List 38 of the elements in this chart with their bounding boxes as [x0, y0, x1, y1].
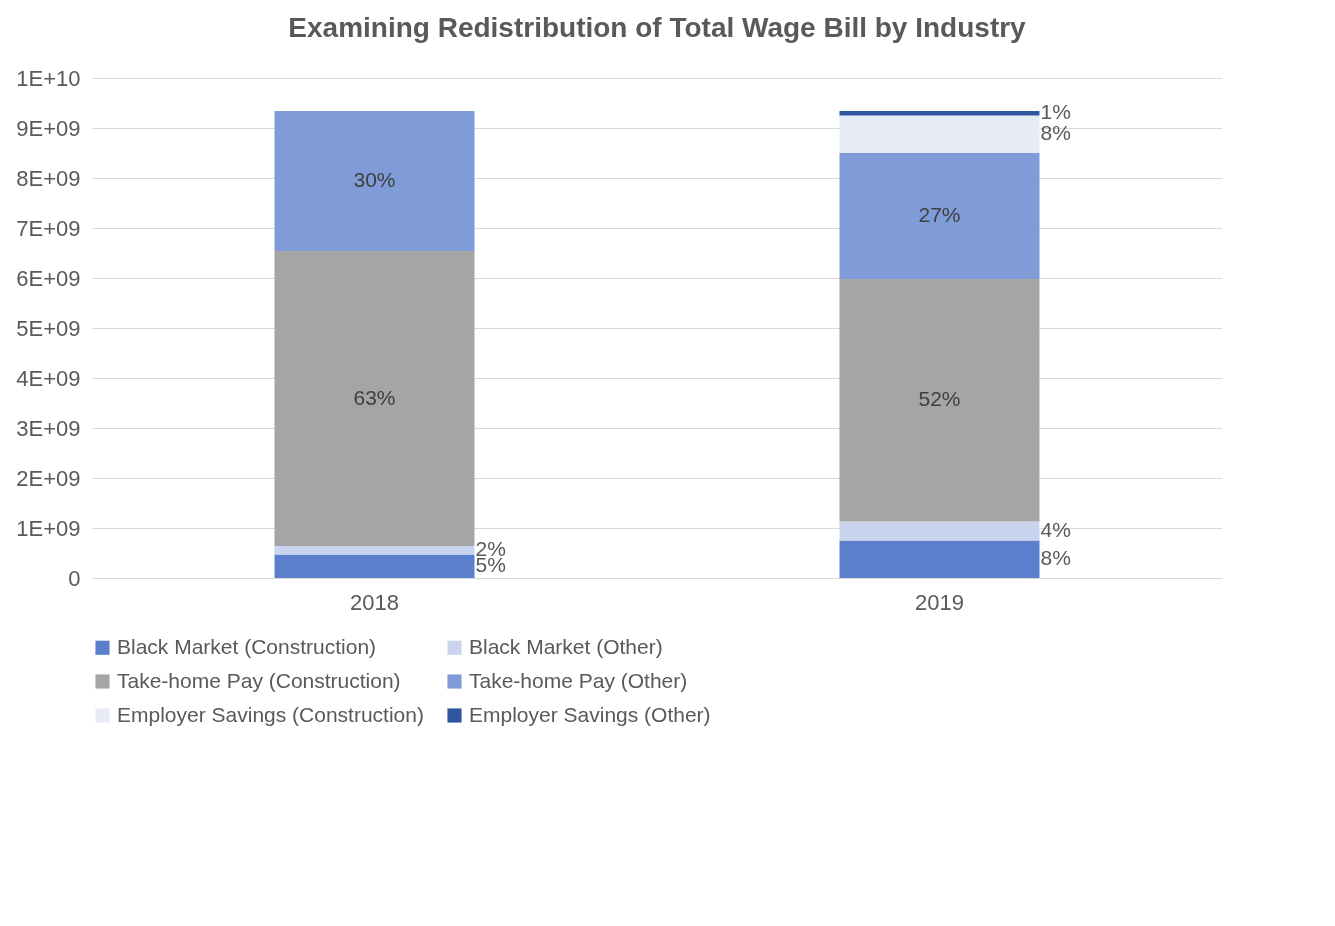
bar: [839, 521, 1040, 541]
bar: [839, 115, 1040, 153]
legend-label: Take-home Pay (Other): [469, 668, 688, 692]
annotation: 30%: [353, 168, 396, 191]
legend-label: Take-home Pay (Construction): [117, 668, 401, 692]
bar: [839, 153, 1040, 279]
y-tick-label: 1E+10: [16, 65, 81, 91]
annotation: 27%: [918, 203, 961, 226]
bar: [274, 111, 475, 251]
legend-label: Employer Savings (Construction): [117, 702, 424, 726]
chart-title: Examining Redistribution of Total Wage Bill by Industry: [288, 12, 1027, 43]
annotation: 52%: [918, 387, 961, 411]
x-tick-label: 2019: [915, 589, 964, 615]
y-tick-label: 6E+09: [16, 265, 81, 291]
annotation: 8%: [1040, 121, 1071, 145]
bar: [274, 546, 475, 555]
y-tick-label: 8E+09: [16, 165, 81, 191]
annotation: 1%: [1040, 100, 1071, 124]
y-tick-label: 1E+09: [16, 515, 81, 541]
y-tick-label: 9E+09: [16, 115, 81, 141]
x-tick-label: 2018: [350, 589, 399, 615]
y-tick-label: 4E+09: [16, 365, 81, 391]
bar: [274, 554, 475, 578]
annotation: 63%: [353, 385, 396, 409]
y-tick-label: 3E+09: [16, 415, 81, 441]
bar: [839, 540, 1040, 578]
y-tick-label: 0: [68, 565, 81, 591]
legend-label: Black Market (Construction): [117, 634, 377, 658]
y-tick-label: 2E+09: [16, 465, 81, 491]
legend-label: Employer Savings (Other): [469, 702, 711, 726]
y-tick-label: 5E+09: [16, 315, 81, 341]
annotation: 4%: [1040, 518, 1071, 541]
annotation: 8%: [1040, 546, 1071, 570]
bar: [274, 251, 475, 546]
bar: [839, 111, 1040, 116]
legend-label: Black Market (Other): [469, 634, 663, 658]
bar: [839, 279, 1040, 522]
y-tick-label: 7E+09: [16, 215, 81, 241]
